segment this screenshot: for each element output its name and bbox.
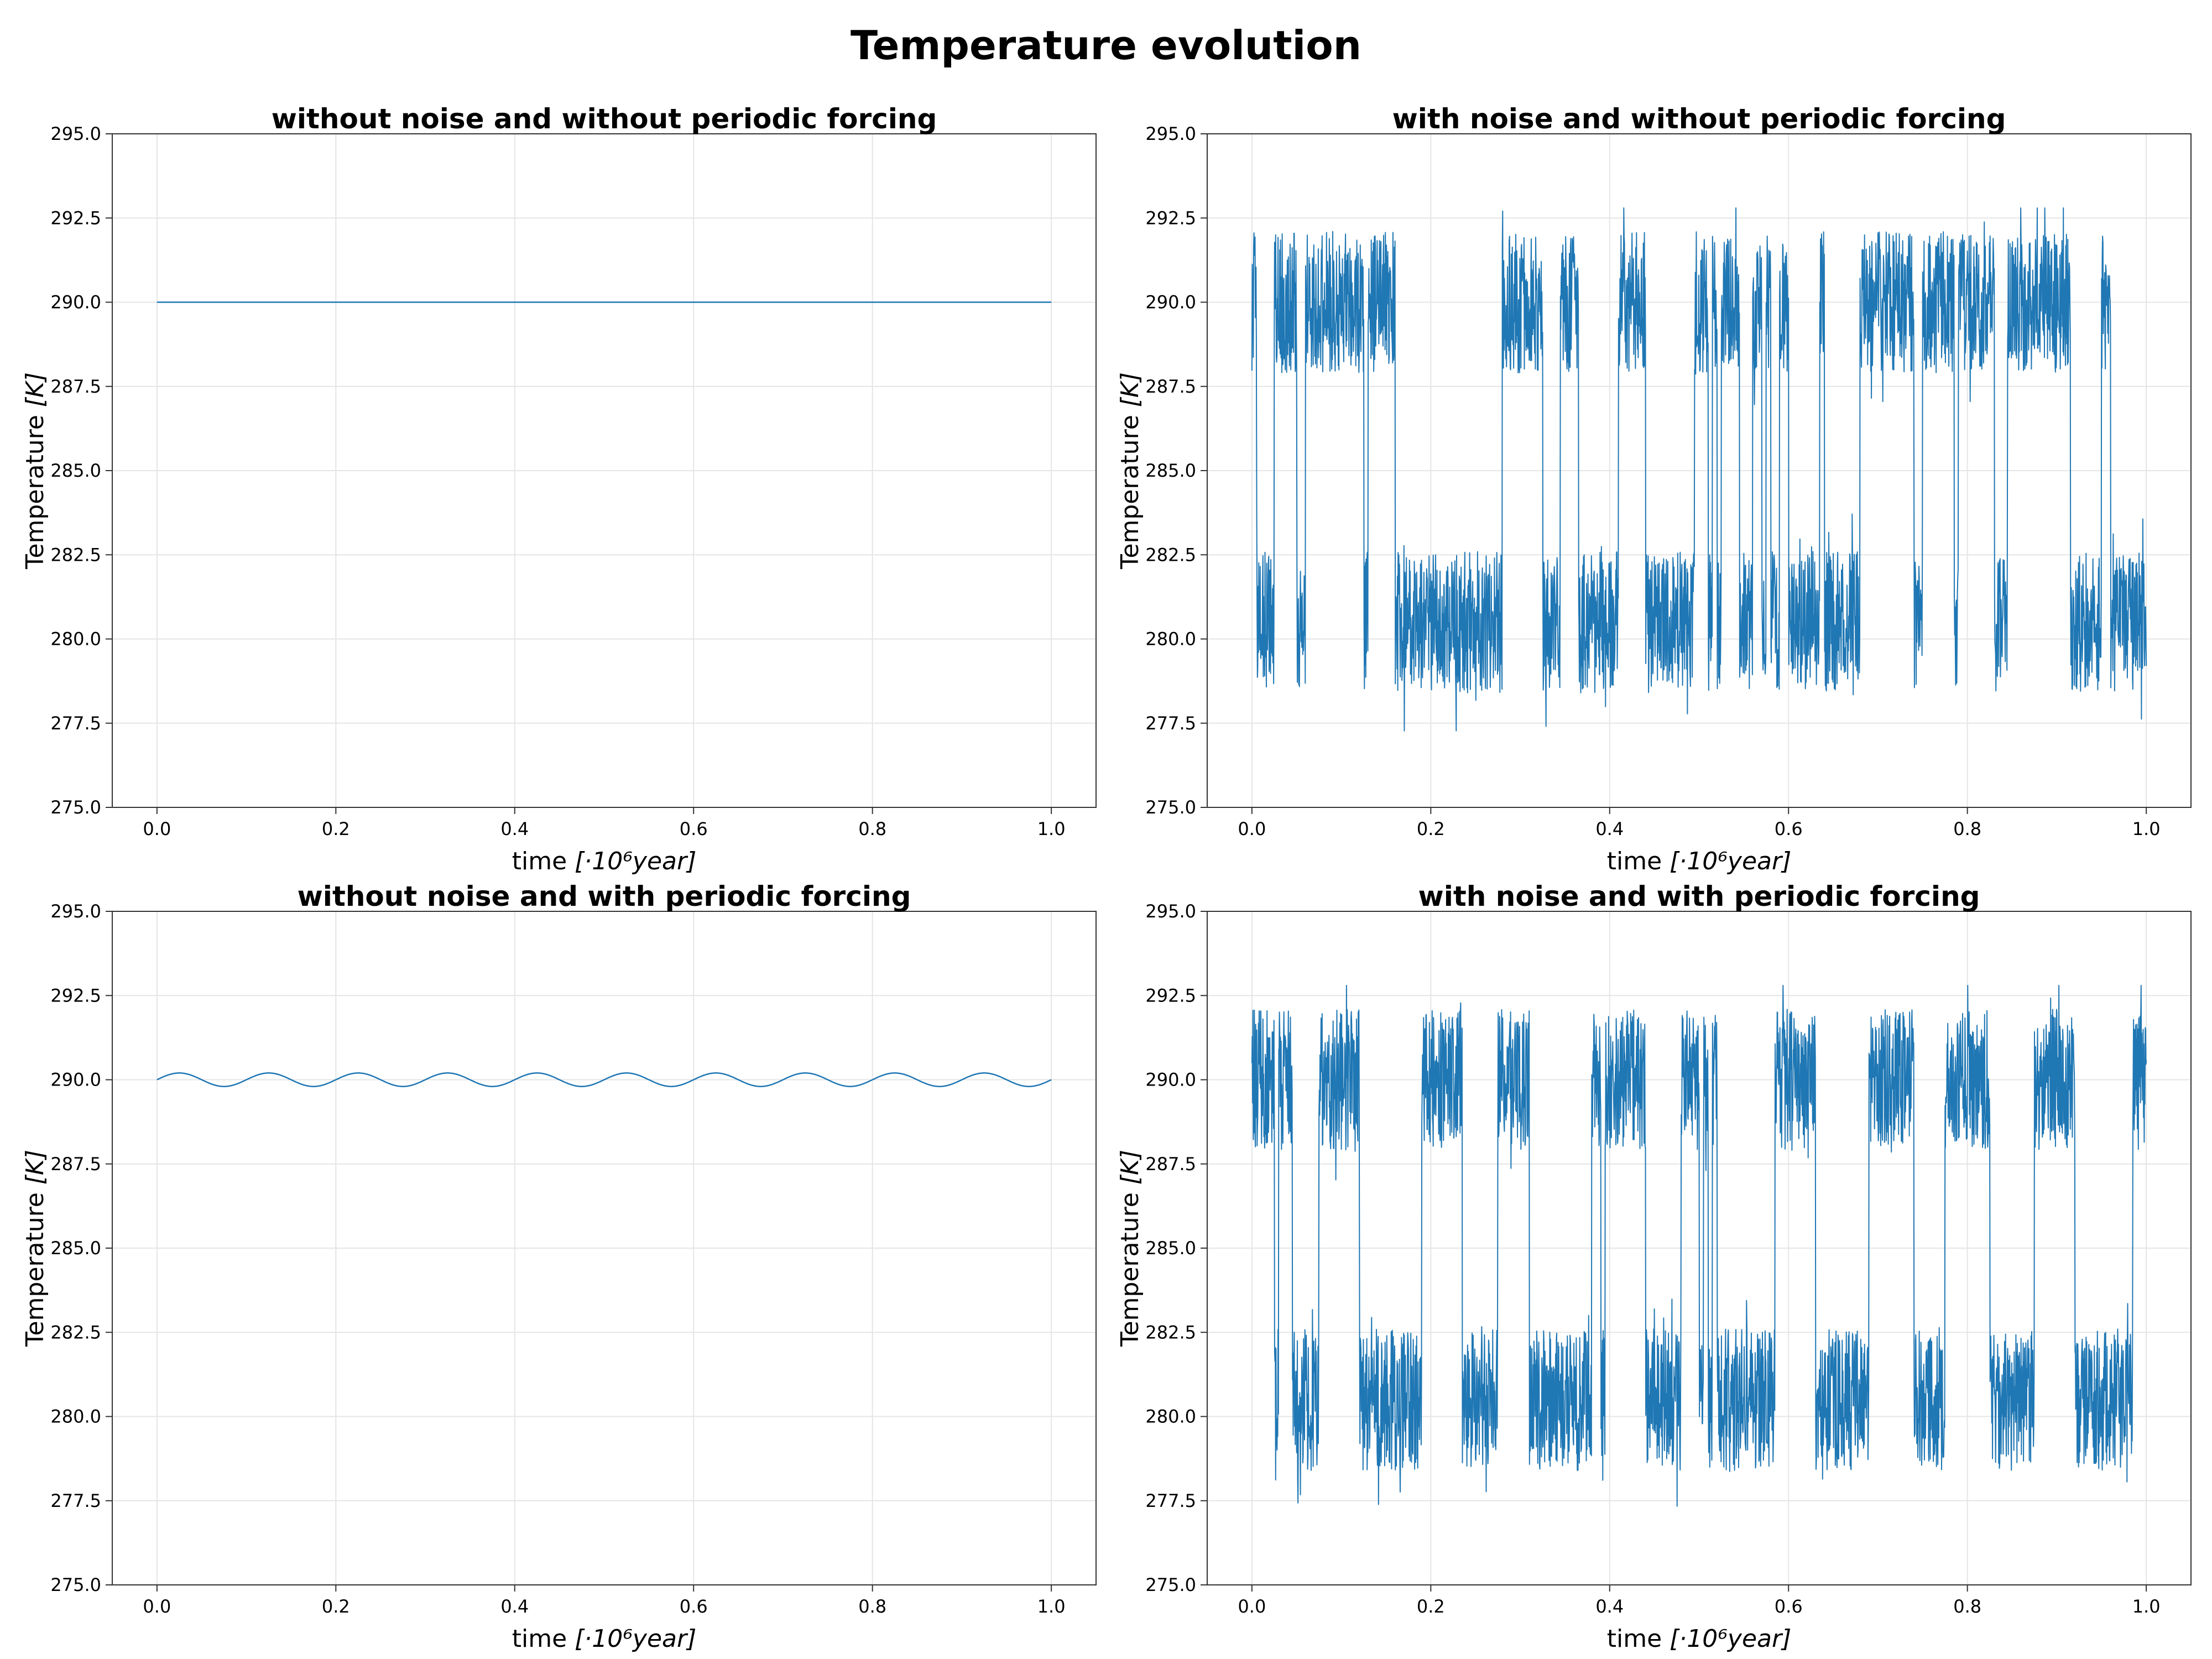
- y-tick-label: 287.5: [1145, 1154, 1196, 1175]
- x-axis-label: time [·10⁶year]: [1607, 1625, 1792, 1653]
- x-tick-label: 0.6: [1775, 1596, 1803, 1617]
- y-tick-label: 275.0: [50, 1574, 101, 1595]
- y-axis-label-unit: [K]: [21, 372, 49, 407]
- x-tick-label: 0.2: [1417, 1596, 1445, 1617]
- y-tick-label: 295.0: [1145, 901, 1196, 922]
- x-tick-label: 0.4: [1595, 1596, 1624, 1617]
- x-axis-label-unit: [·10⁶year]: [575, 1625, 696, 1653]
- x-tick-label: 0.8: [1953, 818, 1981, 839]
- y-tick-label: 295.0: [50, 901, 101, 922]
- y-tick-label: 280.0: [1145, 629, 1196, 650]
- x-tick-label: 1.0: [1037, 818, 1066, 839]
- x-tick-label: 0.0: [1238, 1596, 1266, 1617]
- x-tick-label: 0.2: [1417, 818, 1445, 839]
- y-tick-label: 280.0: [1145, 1406, 1196, 1427]
- series-line: [1251, 985, 2147, 1507]
- subplot-2: 0.0 0.2 0.4 0.6 0.8 1.0 275.0 277.5 280.0 282.5 28…: [1116, 103, 2192, 875]
- y-tick-label: 285.0: [1145, 1238, 1196, 1259]
- y-tick-label: 287.5: [50, 1154, 101, 1175]
- y-tick-label: 285.0: [50, 1238, 101, 1259]
- y-axis-label-unit: [K]: [1116, 1150, 1144, 1185]
- subplot-title: without noise and without periodic forci…: [272, 103, 937, 135]
- y-tick-label: 275.0: [50, 797, 101, 818]
- x-tick-label: 0.0: [1238, 818, 1266, 839]
- y-axis-label-text: Temperature: [1116, 407, 1144, 570]
- y-tick-label: 282.5: [50, 1322, 101, 1343]
- y-axis-label: Temperature [K]: [1116, 1150, 1144, 1347]
- y-tick-label: 285.0: [1145, 460, 1196, 481]
- x-axis-label: time [·10⁶year]: [512, 847, 697, 875]
- y-tick-label: 290.0: [50, 1070, 101, 1091]
- x-tick-label: 0.0: [143, 818, 171, 839]
- y-tick-label: 292.5: [50, 985, 101, 1006]
- x-axis-label-unit: [·10⁶year]: [1670, 1625, 1791, 1653]
- figure-title: Temperature evolution: [851, 22, 1361, 69]
- y-tick-label: 277.5: [1145, 713, 1196, 734]
- y-tick-label: 282.5: [1145, 1322, 1196, 1343]
- x-tick-label: 0.0: [143, 1596, 171, 1617]
- y-tick-label: 277.5: [50, 1490, 101, 1511]
- subplot-title: without noise and with periodic forcing: [298, 880, 911, 912]
- y-tick-label: 292.5: [1145, 985, 1196, 1006]
- x-tick-label: 1.0: [1037, 1596, 1066, 1617]
- y-tick-label: 280.0: [50, 1406, 101, 1427]
- y-axis-label: Temperature [K]: [21, 1150, 49, 1347]
- y-tick-label: 295.0: [50, 123, 101, 144]
- x-tick-label: 0.2: [322, 1596, 350, 1617]
- y-tick-label: 295.0: [1145, 123, 1196, 144]
- x-axis-label: time [·10⁶year]: [1607, 847, 1792, 875]
- x-tick-label: 0.8: [1953, 1596, 1981, 1617]
- y-axis-label-text: Temperature: [21, 1185, 49, 1347]
- y-tick-label: 282.5: [50, 544, 101, 565]
- x-tick-label: 0.6: [680, 1596, 708, 1617]
- x-axis-label-unit: [·10⁶year]: [575, 847, 696, 875]
- y-tick-label: 287.5: [50, 376, 101, 397]
- series-line: [1251, 207, 2147, 732]
- x-tick-label: 0.6: [1775, 818, 1803, 839]
- x-axis-label-text: time: [512, 847, 575, 875]
- y-tick-label: 290.0: [50, 292, 101, 313]
- x-axis-label-text: time: [512, 1625, 575, 1653]
- y-tick-label: 292.5: [1145, 207, 1196, 228]
- subplot-title: with noise and without periodic forcing: [1392, 103, 2006, 135]
- y-axis-label: Temperature [K]: [21, 372, 49, 570]
- x-tick-label: 1.0: [2132, 1596, 2161, 1617]
- y-tick-label: 282.5: [1145, 544, 1196, 565]
- x-axis-label-text: time: [1607, 847, 1670, 875]
- x-axis-label-unit: [·10⁶year]: [1670, 847, 1791, 875]
- y-axis-label-unit: [K]: [21, 1150, 49, 1185]
- x-tick-label: 1.0: [2132, 818, 2161, 839]
- x-tick-label: 0.4: [500, 818, 529, 839]
- y-tick-label: 275.0: [1145, 797, 1196, 818]
- x-tick-label: 0.4: [1595, 818, 1624, 839]
- y-tick-label: 285.0: [50, 460, 101, 481]
- x-tick-label: 0.8: [858, 818, 886, 839]
- y-tick-label: 287.5: [1145, 376, 1196, 397]
- x-tick-label: 0.2: [322, 818, 350, 839]
- y-axis-label-text: Temperature: [1116, 1185, 1144, 1347]
- y-axis-label-unit: [K]: [1116, 372, 1144, 407]
- y-tick-label: 275.0: [1145, 1574, 1196, 1595]
- x-tick-label: 0.4: [500, 1596, 529, 1617]
- x-tick-label: 0.6: [680, 818, 708, 839]
- x-axis-label: time [·10⁶year]: [512, 1625, 697, 1653]
- subplot-4: 0.0 0.2 0.4 0.6 0.8 1.0 275.0 277.5 280.0 282.5 28…: [1116, 880, 2192, 1653]
- y-tick-label: 280.0: [50, 629, 101, 650]
- subplot-title: with noise and with periodic forcing: [1418, 880, 1980, 912]
- subplot-1: 0.0 0.2 0.4 0.6 0.8 1.0 275.0 277.5 280.0 282.5 28…: [21, 103, 1097, 875]
- y-tick-label: 277.5: [1145, 1490, 1196, 1511]
- y-tick-label: 290.0: [1145, 292, 1196, 313]
- y-tick-label: 292.5: [50, 207, 101, 228]
- y-axis-label-text: Temperature: [21, 407, 49, 570]
- y-tick-label: 277.5: [50, 713, 101, 734]
- y-axis-label: Temperature [K]: [1116, 372, 1144, 570]
- series-line: [156, 1072, 1052, 1087]
- x-tick-label: 0.8: [858, 1596, 886, 1617]
- subplot-3: 0.0 0.2 0.4 0.6 0.8 1.0 275.0 277.5 280.0 282.5 28…: [21, 880, 1097, 1653]
- y-tick-label: 290.0: [1145, 1070, 1196, 1091]
- x-axis-label-text: time: [1607, 1625, 1670, 1653]
